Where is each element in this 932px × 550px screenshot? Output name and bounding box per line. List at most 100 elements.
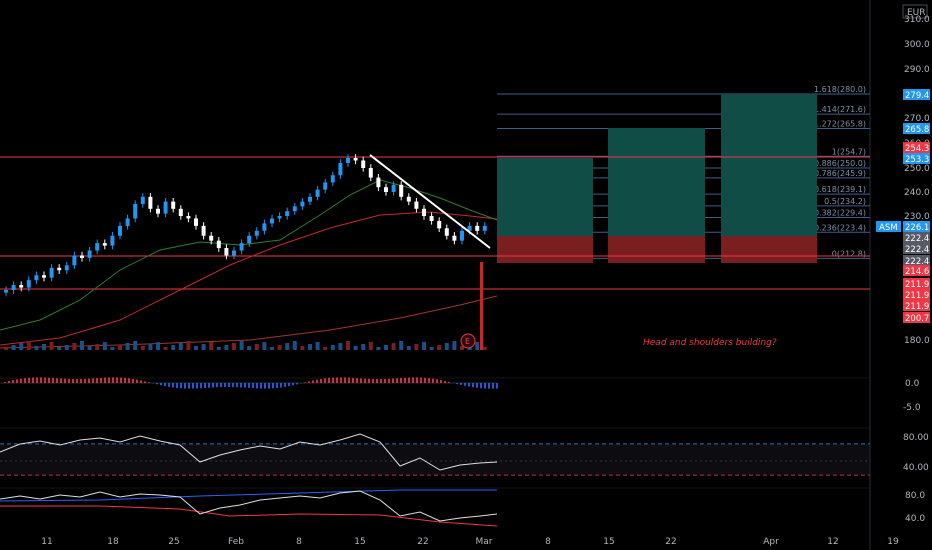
stop-zone-3[interactable] (721, 236, 817, 263)
macd-hist-bar (184, 383, 186, 389)
candle-body[interactable] (49, 267, 54, 278)
candle-body[interactable] (171, 201, 176, 209)
candlesticks[interactable] (4, 154, 487, 297)
candle-body[interactable] (186, 216, 191, 219)
macd-hist-bar (496, 383, 498, 389)
candle-body[interactable] (194, 218, 198, 226)
macd-hist-bar (340, 377, 342, 383)
macd-hist-bar (132, 378, 134, 383)
candle-body[interactable] (467, 225, 472, 231)
macd-hist-bar (208, 383, 210, 388)
candle-body[interactable] (452, 235, 457, 241)
candle-body[interactable] (338, 163, 343, 176)
horizontal-levels[interactable] (0, 156, 870, 290)
volume-bar (285, 343, 290, 350)
candle-body[interactable] (102, 243, 107, 246)
candle-body[interactable] (26, 280, 31, 288)
candle-body[interactable] (384, 187, 388, 192)
candle-body[interactable] (315, 189, 320, 197)
candle-body[interactable] (110, 235, 115, 246)
candle-body[interactable] (444, 228, 449, 236)
candle-body[interactable] (95, 243, 100, 251)
candle-body[interactable] (42, 275, 46, 278)
macd-hist-bar (88, 378, 90, 383)
target-zone-2[interactable] (608, 128, 705, 236)
candle-body[interactable] (285, 211, 290, 216)
target-zones[interactable] (497, 94, 817, 263)
target-zone-3[interactable] (721, 94, 817, 236)
macd-hist-bar (416, 377, 418, 383)
candle-body[interactable] (353, 158, 358, 161)
candle-body[interactable] (72, 255, 77, 266)
macd-hist-bar (440, 380, 442, 383)
macd-hist-bar (96, 378, 98, 383)
candle-body[interactable] (323, 182, 328, 190)
candle-body[interactable] (368, 168, 373, 178)
volume-bars (4, 341, 487, 350)
candle-body[interactable] (57, 267, 62, 271)
candle-body[interactable] (178, 208, 183, 216)
candle-body[interactable] (277, 216, 282, 219)
candle-body[interactable] (11, 285, 16, 290)
macd-hist-bar (288, 383, 290, 387)
macd-hist-bar (312, 380, 314, 383)
candle-body[interactable] (391, 184, 396, 192)
candle-body[interactable] (216, 240, 221, 249)
candle-body[interactable] (414, 201, 419, 209)
price-badge-box-4 (903, 221, 930, 232)
candle-body[interactable] (247, 235, 252, 244)
price-badge-box-7 (903, 255, 930, 266)
stop-zone-2[interactable] (608, 236, 705, 263)
candle-body[interactable] (346, 158, 350, 163)
macd-hist-bar (448, 381, 450, 383)
macd-hist-bar (80, 378, 82, 383)
candle-body[interactable] (87, 250, 92, 258)
candle-body[interactable] (475, 225, 480, 231)
price-badge-box-8 (903, 265, 930, 276)
candle-body[interactable] (361, 160, 366, 169)
candle-body[interactable] (376, 177, 381, 188)
candle-body[interactable] (64, 265, 69, 271)
candle-body[interactable] (4, 290, 8, 293)
candle-body[interactable] (300, 201, 305, 207)
target-zone-1[interactable] (497, 158, 593, 236)
candle-body[interactable] (437, 220, 442, 229)
candle-body[interactable] (201, 225, 206, 236)
candle-body[interactable] (239, 243, 244, 251)
candle-body[interactable] (148, 196, 153, 209)
candle-body[interactable] (19, 285, 24, 288)
candle-body[interactable] (292, 206, 297, 212)
trend-line[interactable] (369, 154, 491, 249)
candle-body[interactable] (262, 223, 267, 231)
candle-body[interactable] (406, 196, 411, 202)
candle-body[interactable] (422, 208, 426, 216)
candle-body[interactable] (399, 184, 404, 197)
stop-zone-1[interactable] (497, 236, 593, 263)
candle-body[interactable] (34, 275, 39, 281)
macd-hist-bar (492, 383, 494, 389)
macd-hist-bar (460, 383, 462, 385)
candle-body[interactable] (140, 196, 145, 204)
candle-body[interactable] (163, 201, 168, 214)
candle-body[interactable] (125, 218, 130, 226)
candle-body[interactable] (270, 218, 274, 224)
candle-body[interactable] (330, 175, 335, 183)
macd-hist-bar (196, 383, 198, 389)
candle-body[interactable] (482, 225, 487, 231)
price-badge-10: 211.9 (905, 291, 929, 301)
chart-annotation[interactable]: Head and shoulders building? (643, 338, 777, 348)
candle-body[interactable] (156, 208, 160, 214)
candle-body[interactable] (308, 196, 312, 202)
candle-body[interactable] (254, 230, 259, 236)
candle-body[interactable] (209, 235, 214, 241)
candle-body[interactable] (460, 230, 464, 241)
candle-body[interactable] (133, 204, 138, 219)
candle-body[interactable] (80, 255, 84, 258)
candle-body[interactable] (224, 248, 229, 256)
candle-body[interactable] (118, 225, 122, 236)
candle-body[interactable] (429, 216, 434, 221)
earnings-marker[interactable] (460, 333, 476, 349)
candle-body[interactable] (232, 250, 236, 256)
macd-hist-bar (280, 383, 282, 388)
